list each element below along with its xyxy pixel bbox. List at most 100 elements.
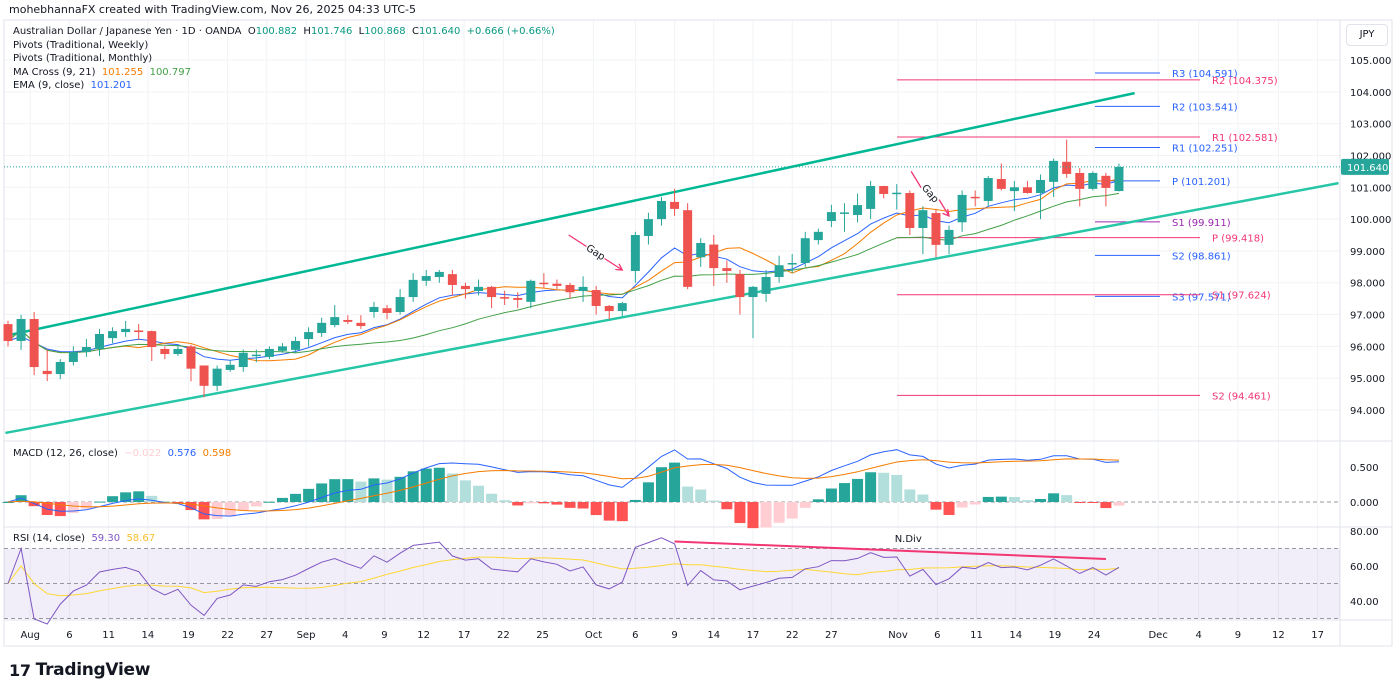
macd-histogram-bar	[603, 502, 615, 521]
macd-histogram-bar	[656, 467, 667, 502]
candle-up	[944, 229, 954, 245]
macd-tick-label: 0.000	[1350, 498, 1379, 509]
main-legend: Australian Dollar / Japanese Yen · 1D · …	[13, 25, 555, 93]
tradingview-logo[interactable]: 𝟭𝟳 TradingView	[9, 660, 150, 680]
attribution: mohebhannaFX created with TradingView.co…	[9, 3, 417, 16]
time-tick-label: 24	[1088, 630, 1101, 641]
macd-histogram-bar	[198, 502, 210, 520]
candle-down	[565, 284, 575, 293]
macd-histogram-bar	[211, 502, 223, 519]
candle-down	[513, 298, 523, 300]
macd-histogram-bar	[525, 502, 537, 504]
ma-slow-value: 100.797	[149, 66, 191, 78]
symbol-title: Australian Dollar / Japanese Yen · 1D · …	[13, 26, 242, 37]
macd-line	[7, 449, 1120, 517]
weekly-pivot-label: R3 (104.591)	[1172, 69, 1238, 80]
candle-up	[55, 361, 65, 375]
rsi-legend[interactable]: RSI (14, close) 59.30 58.67	[13, 533, 155, 544]
monthly-pivot-label: S1 (97.624)	[1212, 291, 1271, 302]
macd-histogram-bar	[237, 502, 249, 511]
candle-up	[826, 212, 836, 222]
macd-histogram-bar	[1008, 497, 1020, 502]
candle-up	[474, 286, 484, 292]
ma-cross-title: MA Cross (9, 21)	[13, 66, 96, 78]
macd-histogram-bar	[917, 494, 929, 502]
candle-up	[630, 235, 640, 271]
candle-up	[395, 297, 405, 313]
macd-histogram-bar	[1048, 493, 1060, 502]
candle-up	[434, 271, 444, 278]
rsi-tick-label: 80.00	[1350, 527, 1379, 538]
brand-name: TradingView	[35, 660, 151, 680]
open-value: 100.882	[255, 26, 298, 37]
channel-lower-line	[5, 181, 1339, 435]
ema-value: 101.201	[90, 80, 132, 91]
candle-up	[225, 364, 235, 370]
divergence-line	[674, 540, 1106, 560]
rsi-tick-label: 60.00	[1350, 562, 1379, 573]
ema-9-line	[7, 180, 1120, 361]
legend-pivots-weekly[interactable]: Pivots (Traditional, Weekly)	[13, 39, 149, 51]
currency-button[interactable]: JPY	[1346, 24, 1388, 46]
candle-up	[1036, 179, 1046, 194]
trend-channel[interactable]	[5, 91, 1339, 435]
candle-down	[199, 365, 209, 386]
candle-down	[905, 193, 915, 229]
candle-up	[317, 322, 327, 334]
change-value: +0.666 (+0.66%)	[466, 26, 555, 37]
price-tick-label: 100.000	[1350, 215, 1391, 226]
candle-up	[761, 277, 771, 294]
time-tick-label: 14	[141, 630, 154, 641]
monthly-pivot-label: R1 (102.581)	[1212, 133, 1278, 144]
macd-histogram-bar	[865, 472, 877, 502]
macd-histogram-bar	[54, 502, 66, 517]
macd-histogram-bar	[133, 491, 145, 502]
candle-down	[970, 196, 980, 199]
macd-histogram-bar	[290, 493, 302, 502]
legend-ema[interactable]: EMA (9, close) 101.201	[13, 79, 555, 93]
low-value: 100.868	[364, 26, 406, 37]
monthly-pivot-label: P (99.418)	[1212, 234, 1264, 245]
price-tick-label: 97.000	[1350, 311, 1385, 322]
macd-legend[interactable]: MACD (12, 26, close) −0.022 0.576 0.598	[13, 448, 231, 459]
macd-histogram-bar	[303, 488, 315, 502]
channel-upper-line	[5, 91, 1135, 338]
macd-histogram-bar	[433, 467, 445, 502]
weekly-pivot-label: R2 (103.541)	[1172, 102, 1238, 113]
legend-pivots-monthly[interactable]: Pivots (Traditional, Monthly)	[13, 53, 153, 64]
macd-histogram-bar	[1087, 502, 1099, 503]
time-tick-label: 4	[342, 630, 348, 641]
macd-histogram-bar	[93, 501, 105, 503]
time-tick-label: 14	[707, 630, 720, 641]
macd-histogram-bar	[721, 502, 733, 510]
candle-up	[853, 205, 863, 215]
time-tick-label: 25	[536, 630, 549, 641]
candle-down	[1062, 161, 1072, 174]
symbol-legend[interactable]: Australian Dollar / Japanese Yen · 1D · …	[13, 25, 555, 39]
time-tick-label: 19	[182, 630, 195, 641]
divergence-label: N.Div	[895, 534, 922, 545]
rsi-value: 59.30	[91, 533, 121, 544]
time-tick-label: Aug	[20, 630, 40, 641]
macd-histogram-bar	[276, 497, 288, 502]
macd-histogram-bar	[486, 493, 498, 502]
candle-up	[892, 192, 902, 195]
macd-histogram-bar	[747, 502, 759, 529]
macd-histogram-bar	[995, 496, 1007, 502]
macd-histogram-bar	[616, 502, 628, 522]
candle-up	[983, 178, 993, 201]
macd-histogram-bar	[564, 502, 576, 508]
macd-histogram-bar	[577, 502, 589, 509]
macd-histogram-bar	[629, 499, 641, 502]
time-tick-label: 11	[102, 630, 115, 641]
candle-up	[212, 368, 222, 386]
candle-down	[539, 282, 549, 285]
rsi-ma-line	[7, 556, 1120, 597]
legend-ma-cross[interactable]: MA Cross (9, 21) 101.255 100.797	[13, 66, 555, 80]
candle-down	[996, 179, 1006, 189]
macd-histogram-bar	[499, 500, 511, 502]
monthly-pivot-label: S2 (94.461)	[1212, 391, 1271, 402]
time-tick-label: 6	[66, 630, 72, 641]
